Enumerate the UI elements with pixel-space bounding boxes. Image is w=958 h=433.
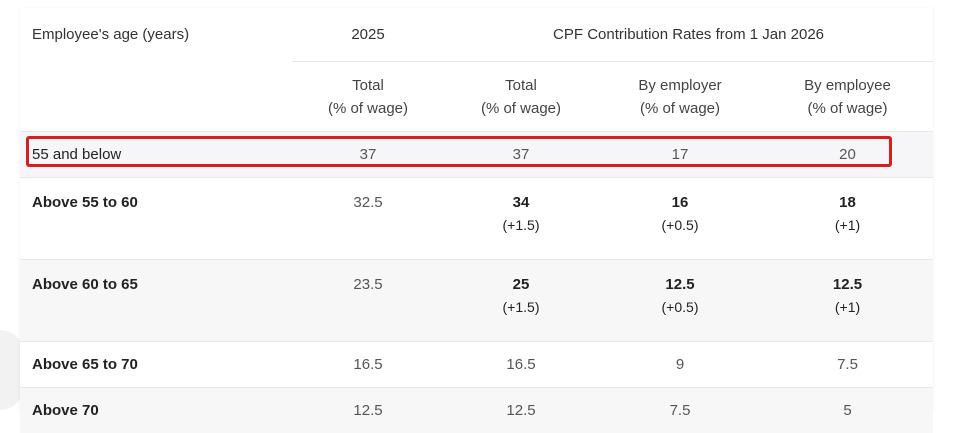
year-2025-header: 2025 [292, 8, 444, 62]
table-row: Above 55 to 60 32.5 34(+1.5) 16(+0.5) 18… [20, 178, 933, 260]
table-row: 55 and below 37 37 17 20 [20, 132, 933, 178]
total-2025-cell: 12.5 [292, 388, 444, 433]
total-2025-cell: 23.5 [292, 260, 444, 342]
employee-cell: 5 [762, 388, 933, 433]
total-2026-subheader: Total(% of wage) [444, 62, 598, 132]
table-row: Above 70 12.5 12.5 7.5 5 [20, 388, 933, 433]
employee-cell: 20 [762, 132, 933, 178]
header-row: Employee's age (years) 2025 CPF Contribu… [20, 8, 933, 62]
employer-subheader: By employer(% of wage) [598, 62, 762, 132]
employee-cell: 7.5 [762, 342, 933, 388]
employer-cell: 17 [598, 132, 762, 178]
total-2025-subheader: Total(% of wage) [292, 62, 444, 132]
employer-cell: 9 [598, 342, 762, 388]
table-row: Above 65 to 70 16.5 16.5 9 7.5 [20, 342, 933, 388]
age-cell: Above 70 [20, 388, 292, 433]
age-cell: Above 55 to 60 [20, 178, 292, 260]
employee-cell: 18(+1) [762, 178, 933, 260]
age-cell: 55 and below [20, 132, 292, 178]
age-cell: Above 65 to 70 [20, 342, 292, 388]
total-2025-cell: 16.5 [292, 342, 444, 388]
total-2025-cell: 37 [292, 132, 444, 178]
cpf-contribution-rates-table: Employee's age (years) 2025 CPF Contribu… [20, 8, 933, 433]
age-column-header: Employee's age (years) [20, 8, 292, 132]
total-2026-cell: 25(+1.5) [444, 260, 598, 342]
table-row: Above 60 to 65 23.5 25(+1.5) 12.5(+0.5) … [20, 260, 933, 342]
total-2026-cell: 37 [444, 132, 598, 178]
employer-cell: 12.5(+0.5) [598, 260, 762, 342]
total-2026-cell: 12.5 [444, 388, 598, 433]
total-2025-cell: 32.5 [292, 178, 444, 260]
employee-subheader: By employee(% of wage) [762, 62, 933, 132]
total-2026-cell: 16.5 [444, 342, 598, 388]
rates-2026-header: CPF Contribution Rates from 1 Jan 2026 [444, 8, 933, 62]
employer-cell: 7.5 [598, 388, 762, 433]
employee-cell: 12.5(+1) [762, 260, 933, 342]
employer-cell: 16(+0.5) [598, 178, 762, 260]
total-2026-cell: 34(+1.5) [444, 178, 598, 260]
age-cell: Above 60 to 65 [20, 260, 292, 342]
cpf-rates-table-card: Employee's age (years) 2025 CPF Contribu… [20, 8, 933, 410]
